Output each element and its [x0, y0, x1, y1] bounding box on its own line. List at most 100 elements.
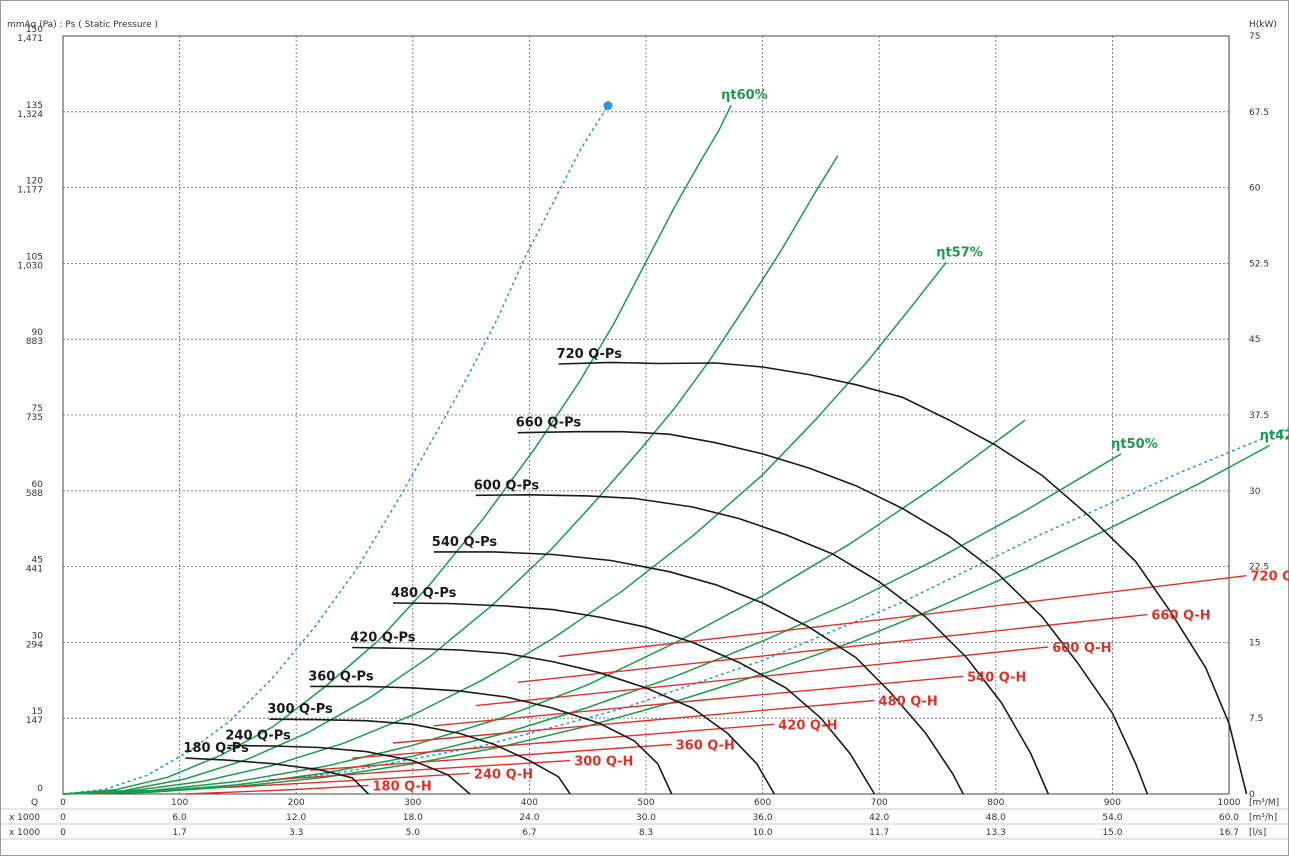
- efficiency-curve: [62, 453, 1122, 795]
- right-tick: 67.5: [1249, 108, 1269, 118]
- left-tick-mmaq: 105: [26, 252, 43, 262]
- grid-lines: [62, 35, 1230, 795]
- right-tick: 30: [1249, 487, 1261, 497]
- ps-curve-label: 660 Q-Ps: [516, 416, 582, 431]
- left-tick-pa: 441: [26, 565, 43, 575]
- left-tick-pa: 294: [26, 640, 43, 650]
- limit-curve: [62, 105, 609, 795]
- x-tick: 100: [171, 798, 188, 808]
- x-axis-unit: [m³/h]: [1249, 813, 1277, 823]
- x-tick: 60.0: [1219, 813, 1239, 823]
- power-curve: [310, 743, 672, 771]
- efficiency-curve: [62, 261, 947, 795]
- left-tick-mmaq: 30: [32, 631, 44, 641]
- ps-curve-label: 540 Q-Ps: [432, 535, 498, 550]
- power-curve-label: 420 Q-H: [778, 718, 837, 733]
- left-tick-mmaq: 60: [32, 480, 44, 490]
- power-curve-label: 600 Q-H: [1052, 641, 1111, 656]
- left-tick-mmaq: 120: [26, 177, 43, 187]
- right-tick: 52.5: [1249, 259, 1269, 269]
- ps-curve-label: 180 Q-Ps: [183, 741, 249, 756]
- power-curve-label: 240 Q-H: [474, 767, 533, 782]
- left-tick-mmaq: 75: [32, 404, 43, 414]
- efficiency-curve-label: ηt50%: [1111, 437, 1158, 452]
- power-curve-label: 480 Q-H: [879, 695, 938, 710]
- ps-curve-label: 360 Q-Ps: [308, 669, 374, 684]
- efficiency-curve-label: ηt60%: [721, 88, 768, 103]
- x-axis-unit: [l/s]: [1249, 828, 1266, 838]
- ps-curve: [185, 757, 370, 795]
- x-tick: 36.0: [753, 813, 773, 823]
- ps-curve: [517, 430, 1149, 795]
- ps-curve-label: 240 Q-Ps: [225, 728, 291, 743]
- right-tick: 75: [1249, 32, 1260, 42]
- left-tick-mmaq: 90: [32, 328, 44, 338]
- left-tick-mmaq: 135: [26, 101, 43, 111]
- x-tick: 3.3: [289, 828, 303, 838]
- x-tick: 30.0: [636, 813, 656, 823]
- x-tick: 16.7: [1219, 828, 1239, 838]
- x-tick: 13.3: [986, 828, 1006, 838]
- x-tick: 15.0: [1102, 828, 1122, 838]
- left-tick-pa: 588: [26, 489, 43, 499]
- power-curve-label: 300 Q-H: [574, 755, 633, 770]
- right-tick: 60: [1249, 184, 1261, 194]
- left-tick-pa: 1,324: [17, 110, 43, 120]
- x-tick: 0: [60, 828, 66, 838]
- power-curve: [185, 784, 369, 795]
- ps-curve-label: 480 Q-Ps: [391, 586, 457, 601]
- right-axis-ticks: 0 7.5 15 22.5 30 37.5 45 52.5 60 67.5 75: [1249, 32, 1269, 800]
- left-tick-mmaq: 0: [37, 784, 43, 794]
- x-tick: 1.7: [172, 828, 186, 838]
- right-tick: 22.5: [1249, 563, 1269, 573]
- static-pressure-curves: [185, 361, 1248, 795]
- x-tick: 11.7: [869, 828, 889, 838]
- power-curve: [227, 772, 470, 789]
- efficiency-curve: [62, 155, 839, 795]
- power-curve: [558, 575, 1247, 658]
- left-tick-mmaq: 45: [32, 556, 43, 566]
- ps-curve-label: 300 Q-Ps: [267, 702, 333, 717]
- x-tick: 6.0: [172, 813, 187, 823]
- ps-curve: [558, 361, 1248, 795]
- ps-curve: [269, 718, 571, 795]
- ps-curve: [392, 602, 876, 795]
- right-tick: 7.5: [1249, 714, 1263, 724]
- limit-end-marker: [603, 101, 613, 111]
- x-axis-prefix: x 1000: [9, 813, 40, 823]
- left-tick-pa: 883: [26, 337, 43, 347]
- left-tick-pa: 1,177: [17, 186, 43, 196]
- left-tick-mmaq: 15: [32, 707, 43, 717]
- x-axis-unit: [m³/M]: [1249, 798, 1279, 808]
- x-tick: 300: [404, 798, 421, 808]
- efficiency-curve: [62, 104, 732, 795]
- power-curve: [352, 723, 775, 759]
- power-curve-label: 540 Q-H: [967, 670, 1026, 685]
- efficiency-curve-label: ηt42%: [1260, 428, 1289, 443]
- power-curve-label: 360 Q-H: [676, 738, 735, 753]
- x-tick: 700: [871, 798, 888, 808]
- ps-curve-label: 720 Q-Ps: [557, 347, 623, 362]
- x-axis-ticks: Q 0 100 200 300 400 500 600 700 800 900 1000 [m³/M] x…: [1, 798, 1289, 840]
- x-tick: 48.0: [986, 813, 1006, 823]
- x-axis-prefix: Q: [31, 798, 38, 808]
- x-tick: 12.0: [286, 813, 306, 823]
- right-tick: 45: [1249, 335, 1260, 345]
- ps-curve-label: 600 Q-Ps: [474, 478, 540, 493]
- power-curve-label: 180 Q-H: [372, 779, 431, 794]
- power-curve: [475, 646, 1049, 707]
- x-tick: 10.0: [753, 828, 773, 838]
- left-tick-mmaq: 150: [26, 25, 43, 35]
- left-tick-pa: 147: [26, 716, 43, 726]
- efficiency-curve: [62, 419, 1026, 795]
- x-tick: 1000: [1218, 798, 1241, 808]
- x-tick: 18.0: [403, 813, 423, 823]
- x-axis-prefix: x 1000: [9, 828, 40, 838]
- power-curve: [433, 675, 964, 727]
- power-curve: [269, 759, 571, 781]
- power-curves: [185, 575, 1247, 795]
- x-tick: 54.0: [1102, 813, 1122, 823]
